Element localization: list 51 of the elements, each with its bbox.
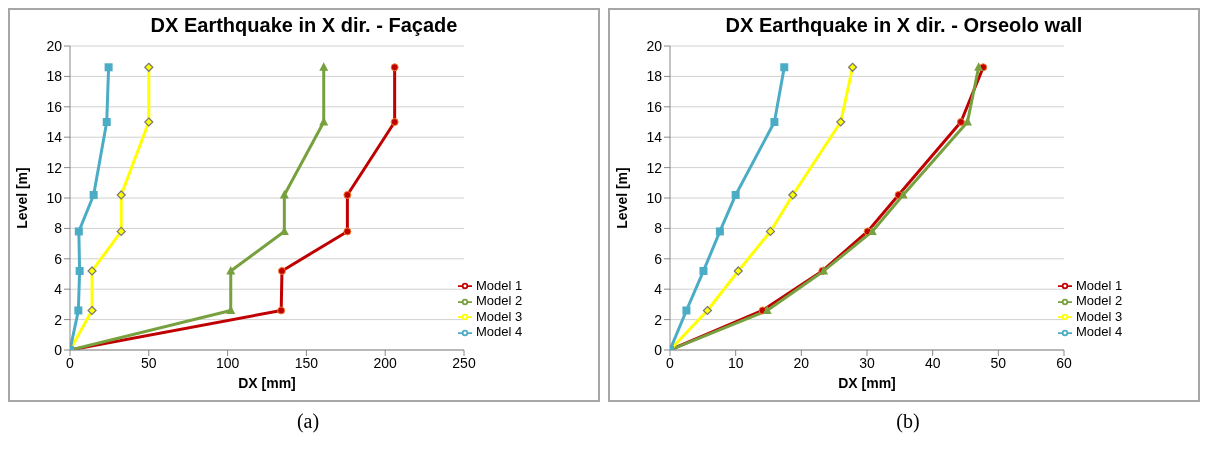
y-tick-label: 4	[654, 281, 663, 298]
x-tick-label: 0	[666, 354, 675, 371]
y-tick-label: 10	[646, 189, 663, 206]
x-tick-label: 250	[452, 354, 476, 371]
y-tick-label: 8	[54, 220, 63, 237]
y-tick-label: 6	[54, 250, 63, 267]
chart-title: DX Earthquake in X dir. - Façade	[149, 14, 459, 37]
y-tick-label: 12	[646, 159, 663, 176]
x-tick-label: 0	[66, 354, 75, 371]
y-tick-label: 10	[46, 189, 63, 206]
text: (b)	[895, 410, 921, 433]
legend-label: Model 3	[476, 308, 523, 324]
x-tick-label: 20	[793, 354, 810, 371]
y-tick-label: 18	[646, 68, 663, 85]
y-tick-label: 12	[46, 159, 63, 176]
y-tick-label: 6	[654, 250, 663, 267]
y-tick-label: 2	[654, 311, 663, 328]
y-tick-label: 2	[54, 311, 63, 328]
y-tick-label: 14	[46, 129, 63, 146]
x-tick-label: 10	[727, 354, 744, 371]
y-tick-label: 20	[646, 37, 663, 54]
legend-label: Model 2	[1076, 293, 1123, 309]
y-axis-title: Level [m]	[613, 167, 630, 229]
x-tick-label: 60	[1056, 354, 1072, 371]
x-tick-label: 150	[294, 354, 319, 371]
x-tick-label: 100	[215, 354, 240, 371]
x-tick-label: 30	[859, 354, 875, 371]
y-tick-label: 16	[646, 98, 663, 115]
x-tick-label: 50	[141, 354, 157, 371]
y-tick-label: 20	[46, 37, 63, 54]
y-tick-label: 4	[54, 281, 63, 298]
y-tick-label: 0	[54, 341, 63, 358]
x-tick-label: 50	[990, 354, 1007, 371]
legend-label: Model 1	[1076, 277, 1123, 293]
x-tick-label: 40	[924, 354, 941, 371]
legend-label: Model 4	[476, 324, 523, 340]
y-tick-label: 8	[654, 220, 663, 237]
chart-title: DX Earthquake in X dir. - Orseolo wall	[724, 14, 1084, 37]
y-tick-label: 18	[46, 68, 63, 85]
y-axis-title: Level [m]	[13, 167, 30, 229]
legend-label: Model 1	[476, 277, 523, 293]
x-axis-title: DX [mm]	[838, 375, 896, 391]
x-axis-title: DX [mm]	[238, 375, 296, 391]
legend-label: Model 4	[1076, 324, 1123, 340]
y-tick-label: 16	[46, 98, 63, 115]
y-tick-label: 0	[654, 341, 663, 358]
legend-label: Model 2	[476, 293, 523, 309]
y-tick-label: 14	[646, 129, 663, 146]
text: (a)	[295, 410, 321, 433]
x-tick-label: 200	[373, 354, 398, 371]
legend-label: Model 3	[1076, 308, 1123, 324]
